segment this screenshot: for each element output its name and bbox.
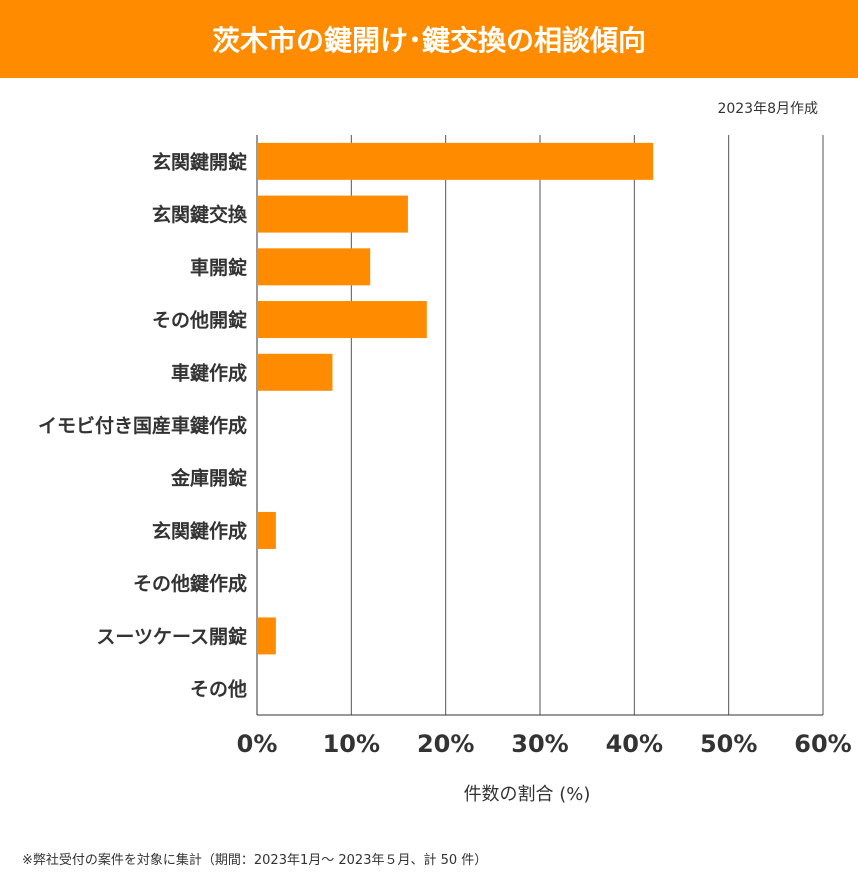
y-tick-label: 金庫開錠 [170, 467, 247, 490]
x-tick-label: 0% [237, 730, 278, 758]
bar [257, 248, 371, 286]
y-tick-label: イモビ付き国産車鍵作成 [38, 414, 247, 437]
x-tick-label: 10% [323, 730, 380, 758]
bar [257, 617, 276, 655]
bar [257, 511, 276, 549]
y-tick-label: スーツケース開錠 [96, 625, 247, 648]
y-tick-label: その他鍵作成 [133, 572, 247, 595]
y-tick-label: 玄関鍵開錠 [152, 150, 247, 173]
y-tick-label: 車鍵作成 [171, 361, 247, 384]
x-axis-label: 件数の割合 (%) [464, 784, 591, 805]
chart-title: 茨木市の鍵開け･鍵交換の相談傾向 [0, 0, 858, 78]
x-tick-label: 40% [606, 730, 663, 758]
footnote: ※弊社受付の案件を対象に集計（期間：2023年1月～ 2023年５月、計 50 … [22, 853, 488, 868]
x-tick-label: 60% [794, 730, 851, 758]
y-tick-label: 車開錠 [190, 256, 247, 279]
x-tick-label: 50% [700, 730, 757, 758]
y-tick-label: 玄関鍵交換 [152, 203, 248, 226]
x-tick-label: 20% [417, 730, 474, 758]
bar [257, 142, 654, 180]
y-tick-label: 玄関鍵作成 [152, 519, 247, 542]
bar [257, 301, 427, 339]
x-tick-label: 30% [511, 730, 568, 758]
bar [257, 195, 408, 233]
y-tick-label: その他 [190, 678, 247, 701]
created-date: 2023年8月作成 [717, 101, 818, 117]
y-tick-label: その他開錠 [152, 309, 247, 332]
bar [257, 353, 333, 391]
